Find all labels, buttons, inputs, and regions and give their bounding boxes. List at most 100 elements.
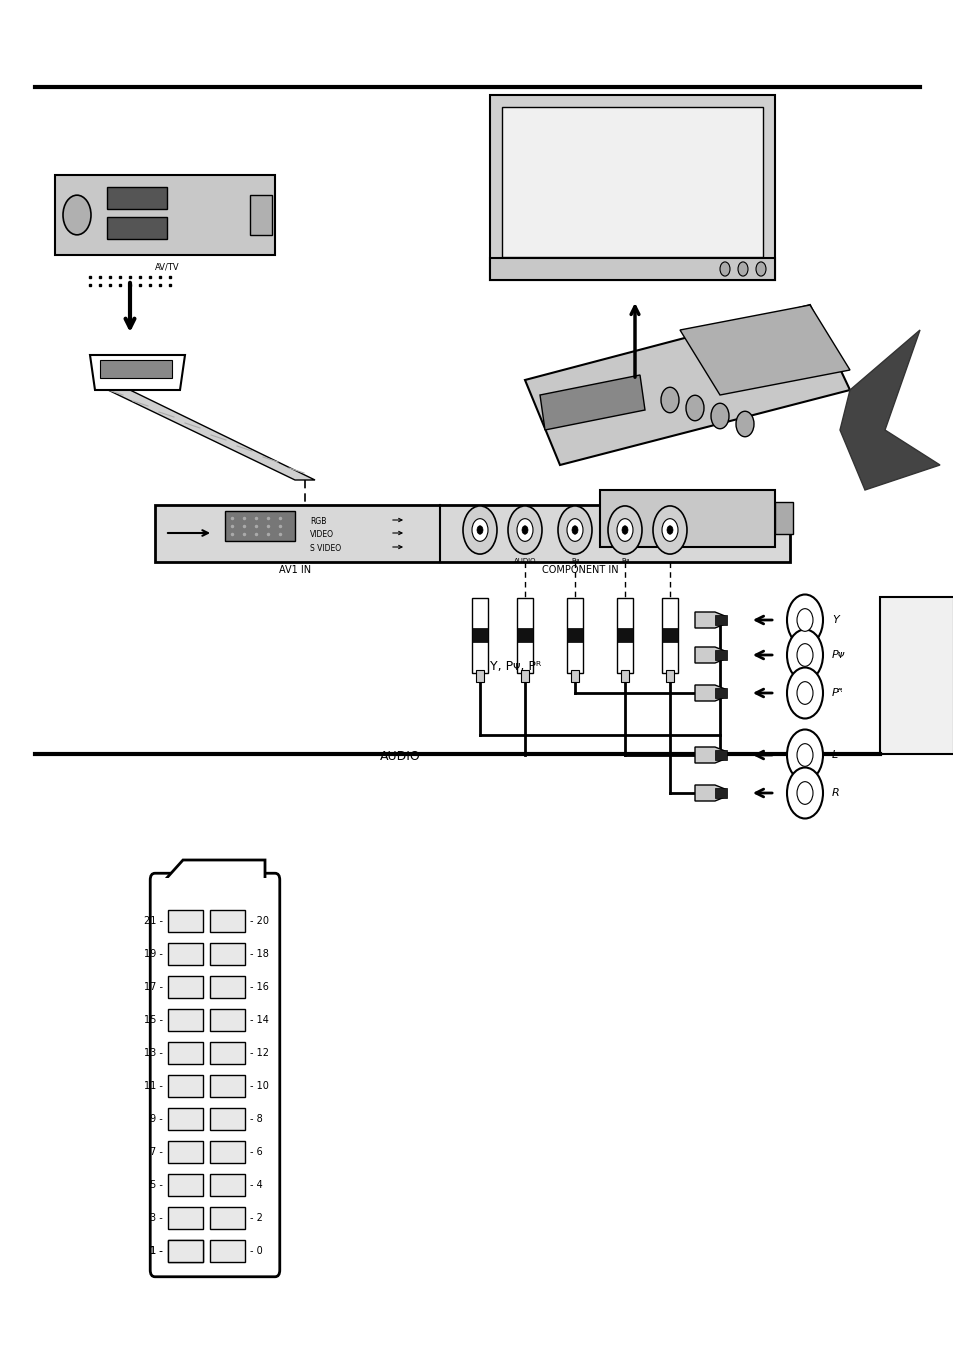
Polygon shape: [695, 612, 724, 628]
Circle shape: [786, 630, 822, 681]
Text: 7 -: 7 -: [150, 1147, 163, 1156]
Bar: [472, 628, 488, 642]
Text: R: R: [831, 788, 839, 798]
Bar: [55, 176, 274, 255]
Bar: [168, 943, 203, 965]
Polygon shape: [679, 305, 849, 394]
Circle shape: [796, 743, 812, 766]
Polygon shape: [840, 330, 939, 490]
Bar: [210, 1240, 245, 1262]
Bar: [154, 505, 789, 562]
Bar: [168, 1042, 203, 1065]
Bar: [617, 598, 633, 673]
Text: 3 -: 3 -: [150, 1213, 163, 1223]
Text: - 20: - 20: [250, 916, 269, 925]
Text: VIDEO: VIDEO: [310, 530, 334, 539]
Text: 17 -: 17 -: [144, 982, 163, 992]
Circle shape: [786, 730, 822, 781]
Bar: [620, 670, 628, 682]
Bar: [661, 598, 678, 673]
Circle shape: [652, 505, 686, 554]
Text: 15 -: 15 -: [144, 1015, 163, 1025]
FancyBboxPatch shape: [150, 873, 279, 1277]
Text: AUDIO: AUDIO: [514, 558, 536, 563]
Polygon shape: [108, 390, 314, 480]
Bar: [517, 628, 533, 642]
Circle shape: [660, 388, 679, 413]
Circle shape: [521, 526, 527, 534]
Polygon shape: [695, 747, 724, 763]
Bar: [566, 598, 582, 673]
Text: 9 -: 9 -: [150, 1115, 163, 1124]
Bar: [168, 1174, 203, 1196]
Bar: [571, 670, 578, 682]
Circle shape: [720, 262, 729, 276]
Bar: [714, 615, 726, 626]
Text: - 2: - 2: [250, 1213, 263, 1223]
Circle shape: [786, 667, 822, 719]
Bar: [210, 1075, 245, 1097]
Text: 21 -: 21 -: [144, 916, 163, 925]
Text: 1 -: 1 -: [150, 1246, 163, 1256]
Circle shape: [607, 505, 641, 554]
Bar: [168, 911, 203, 932]
Bar: [210, 1142, 245, 1163]
Circle shape: [685, 396, 703, 420]
Bar: [107, 218, 167, 239]
Bar: [210, 1042, 245, 1065]
Circle shape: [735, 411, 753, 436]
Text: Pᴪ: Pᴪ: [831, 650, 844, 661]
Bar: [517, 598, 533, 673]
Text: 5 -: 5 -: [150, 1179, 163, 1190]
Circle shape: [796, 609, 812, 631]
Bar: [168, 1108, 203, 1129]
Polygon shape: [695, 685, 724, 701]
Bar: [566, 628, 582, 642]
Text: Pᴪ: Pᴪ: [620, 558, 628, 563]
Bar: [520, 670, 529, 682]
Bar: [225, 511, 294, 540]
Circle shape: [472, 519, 488, 542]
Bar: [210, 1108, 245, 1129]
Text: 11 -: 11 -: [144, 1081, 163, 1092]
Bar: [714, 788, 726, 798]
Bar: [210, 1174, 245, 1196]
Bar: [157, 878, 273, 884]
Bar: [168, 1206, 203, 1229]
Bar: [714, 650, 726, 661]
Circle shape: [507, 505, 541, 554]
Bar: [250, 195, 272, 235]
Bar: [210, 943, 245, 965]
Circle shape: [566, 519, 582, 542]
Text: - 0: - 0: [250, 1246, 262, 1256]
Bar: [210, 911, 245, 932]
Text: Y, Pᴪ, Pᴿ: Y, Pᴪ, Pᴿ: [490, 661, 540, 673]
Text: S VIDEO: S VIDEO: [310, 544, 341, 553]
Bar: [168, 1075, 203, 1097]
Text: 19 -: 19 -: [144, 948, 163, 959]
Bar: [714, 750, 726, 761]
Text: - 8: - 8: [250, 1115, 262, 1124]
Text: 1 -: 1 -: [150, 1246, 163, 1256]
Text: AV1 IN: AV1 IN: [278, 565, 311, 576]
Polygon shape: [524, 305, 849, 465]
Bar: [490, 95, 774, 280]
Text: Pᴿ: Pᴿ: [831, 688, 842, 698]
Text: - 4: - 4: [250, 1179, 262, 1190]
Circle shape: [617, 519, 633, 542]
Bar: [774, 503, 792, 534]
Circle shape: [63, 195, 91, 235]
Text: - 10: - 10: [250, 1081, 269, 1092]
Text: Y: Y: [831, 615, 838, 626]
Bar: [168, 975, 203, 998]
Text: RGB: RGB: [310, 517, 326, 526]
Bar: [490, 258, 774, 280]
Bar: [599, 490, 774, 547]
Circle shape: [796, 682, 812, 704]
Bar: [210, 1009, 245, 1031]
Bar: [665, 670, 673, 682]
Circle shape: [517, 519, 533, 542]
Circle shape: [710, 403, 728, 428]
Bar: [714, 688, 726, 698]
Circle shape: [621, 526, 627, 534]
